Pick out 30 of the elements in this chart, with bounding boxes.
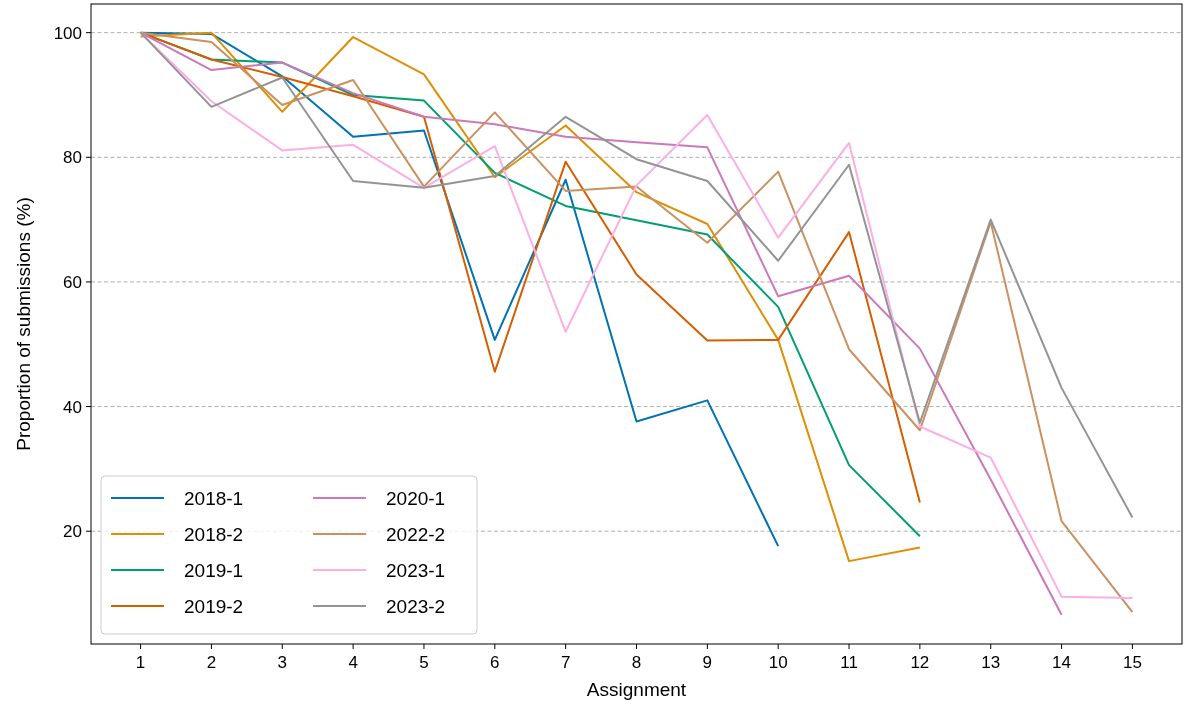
x-tick-label: 9 (702, 653, 713, 672)
x-tick-label: 10 (768, 653, 788, 672)
x-tick-label: 14 (1052, 653, 1072, 672)
x-tick-label: 8 (631, 653, 642, 672)
y-tick-label: 100 (53, 23, 82, 43)
y-axis-title: Proportion of submissions (%) (13, 197, 34, 451)
legend-label: 2020-1 (386, 488, 446, 509)
y-tick-label: 40 (63, 397, 82, 417)
x-tick-label: 13 (981, 653, 1001, 672)
y-tick-label: 80 (63, 148, 82, 168)
legend-label: 2019-2 (184, 596, 244, 617)
legend-label: 2018-1 (184, 488, 244, 509)
x-tick-label: 12 (910, 653, 930, 672)
x-tick-label: 3 (277, 653, 288, 672)
legend-label: 2023-1 (386, 560, 446, 581)
y-tick-label: 60 (63, 272, 82, 292)
legend-label: 2019-1 (184, 560, 244, 581)
x-tick-label: 1 (135, 653, 146, 672)
x-axis-title: Assignment (586, 679, 687, 700)
legend-label: 2022-2 (386, 524, 446, 545)
y-tick-label: 20 (63, 522, 82, 542)
x-tick-label: 5 (419, 653, 429, 672)
x-tick-label: 11 (840, 653, 858, 672)
x-tick-label: 6 (490, 653, 500, 672)
x-tick-label: 15 (1122, 653, 1142, 672)
x-tick-label: 7 (560, 653, 571, 672)
x-tick-label: 2 (206, 653, 217, 672)
legend-label: 2018-2 (184, 524, 244, 545)
legend-label: 2023-2 (386, 596, 446, 617)
x-tick-label: 4 (348, 653, 358, 672)
